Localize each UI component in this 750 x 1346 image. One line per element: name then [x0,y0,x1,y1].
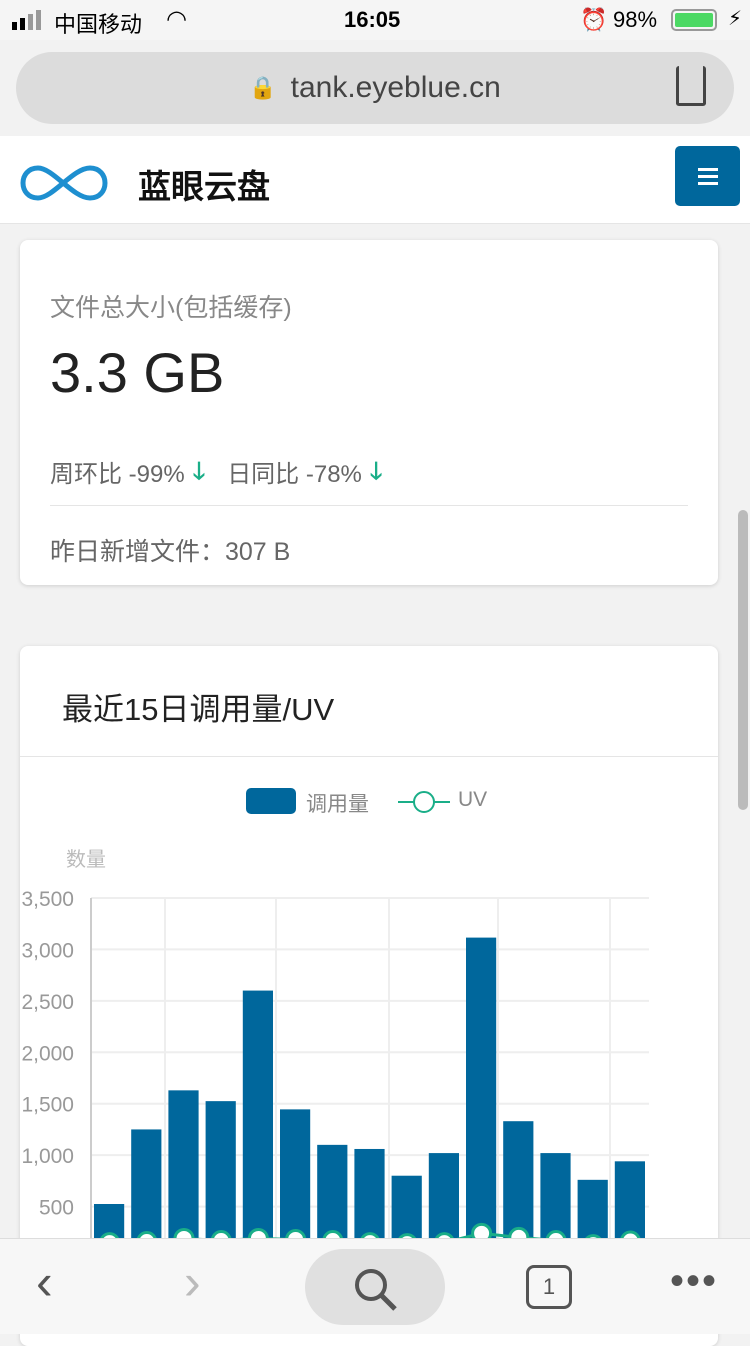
file-size-value: 3.3 GB [50,341,225,404]
y-tick-label: 3,000 [21,939,74,962]
legend-line-label[interactable]: UV [458,788,488,811]
y-tick-label: 3,500 [21,888,74,911]
y-tick-label: 2,000 [21,1042,74,1065]
battery-icon [671,9,717,31]
signal-icon [12,10,41,30]
menu-button[interactable] [675,146,740,206]
more-button[interactable]: ••• [670,1259,719,1303]
arrow-down-icon: 🡓 [192,458,206,485]
file-size-label: 文件总大小(包括缓存) [50,294,292,322]
divider [20,756,718,757]
y-tick-label: 500 [39,1197,74,1220]
site-header: 蓝眼云盘 [0,136,750,224]
address-bar[interactable]: 🔒 tank.eyeblue.cn [16,52,734,124]
arrow-down-icon: 🡓 [369,458,383,485]
legend-line-swatch[interactable] [398,789,450,815]
week-compare: 周环比 -99% [50,461,185,488]
file-size-card: 文件总大小(包括缓存) 3.3 GB 周环比 -99% 🡓 日同比 -78% 🡓 昨… [20,240,718,585]
back-button[interactable]: ‹ [36,1254,53,1310]
day-compare: 日同比 -78% [227,461,362,488]
site-title: 蓝眼云盘 [138,168,270,205]
chart-card: 最近15日调用量/UV 调用量 UV 数量 500 1,000 1,500 2,000… [20,646,718,1346]
search-icon [355,1269,397,1311]
status-bar: 中国移动 ◠ 16:05 ⏰ 98% ⚡ [0,0,750,40]
divider [50,505,688,506]
carrier: 中国移动 [54,12,143,37]
wifi-icon: ◠ [166,6,187,33]
y-tick-label: 1,000 [21,1145,74,1168]
y-axis-label: 数量 [66,849,106,871]
bar [242,990,273,1258]
legend-bar-swatch[interactable] [246,788,296,814]
charging-icon: ⚡ [728,8,743,30]
alarm-icon: ⏰ [580,7,608,32]
y-tick-label: 1,500 [21,1094,74,1117]
chart-plot: 500 1,000 1,500 2,000 2,500 3,000 3,500 [21,888,649,1260]
logo-icon [20,165,108,201]
url-text: tank.eyeblue.cn [290,71,501,104]
search-button[interactable] [305,1249,445,1325]
forward-button: › [184,1254,201,1310]
tabs-button[interactable]: 1 [526,1265,572,1309]
legend-bar-label[interactable]: 调用量 [306,793,369,816]
clock: 16:05 [344,7,401,32]
share-icon[interactable] [676,66,706,106]
yesterday-new-files: 昨日新增文件：307 B [50,538,291,566]
battery-percent: 98% [613,7,658,32]
chart-title: 最近15日调用量/UV [62,692,335,727]
lock-icon: 🔒 [249,75,277,100]
browser-toolbar: ‹ › 1 ••• [0,1238,750,1334]
scrollbar[interactable] [738,510,748,810]
bar [466,937,497,1258]
y-tick-label: 2,500 [21,991,74,1014]
